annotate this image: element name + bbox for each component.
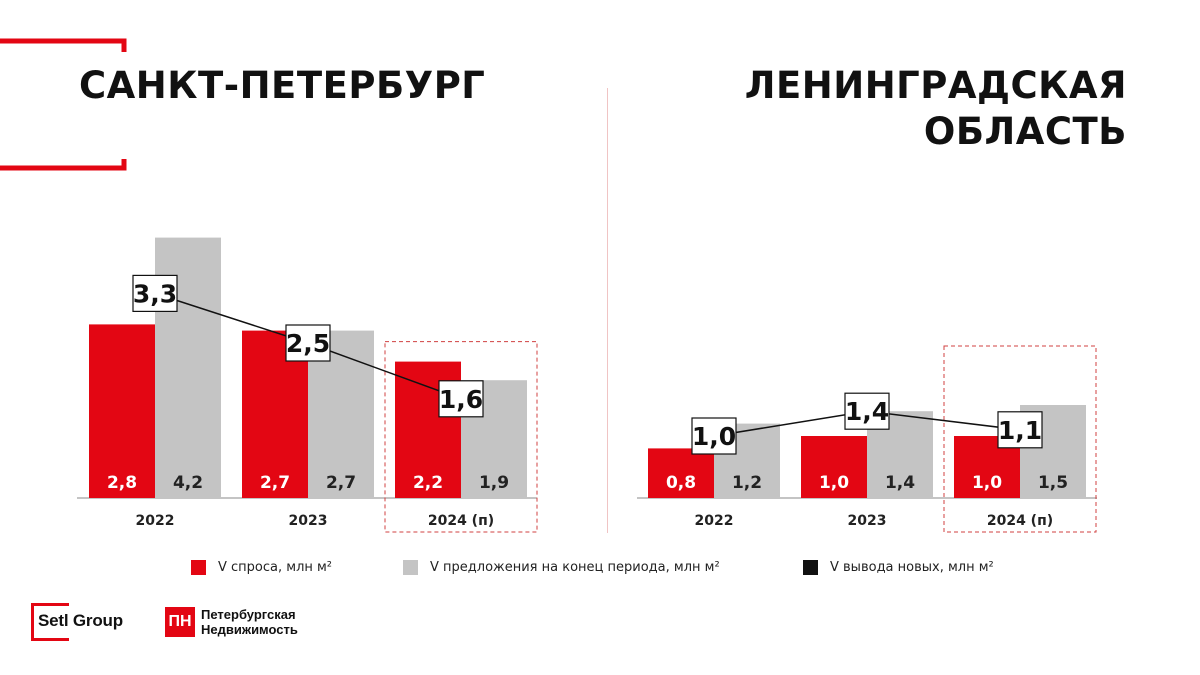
pn-logo-line1: Петербургская — [201, 607, 296, 622]
chart-title-leningrad-oblast: ЛЕНИНГРАДСКАЯ ОБЛАСТЬ — [744, 64, 1127, 153]
line-point-label: 1,4 — [845, 397, 889, 426]
corner-bracket-decoration — [0, 38, 127, 171]
setl-group-logo: Setl Group — [31, 600, 127, 644]
x-tick-label: 2022 — [136, 513, 175, 529]
line-point-label: 3,3 — [133, 279, 177, 308]
bar-label-demand: 2,2 — [413, 473, 443, 493]
bar-label-supply: 1,4 — [885, 473, 915, 493]
line-point-label: 1,1 — [998, 416, 1042, 445]
line-point-box — [997, 411, 1043, 449]
bar-label-supply: 1,9 — [479, 473, 509, 493]
line-point-box — [438, 380, 484, 418]
pn-logo: ПН Петербургская Недвижимость — [165, 607, 298, 637]
bar-label-demand: 1,0 — [819, 473, 849, 493]
forecast-highlight-box — [943, 345, 1097, 533]
setl-logo-text: Setl Group — [38, 611, 123, 630]
line-point-box — [285, 324, 331, 362]
bar-demand-2023 — [801, 436, 867, 498]
bar-label-supply: 4,2 — [173, 473, 203, 493]
bar-label-demand: 1,0 — [972, 473, 1002, 493]
line-point-box — [691, 417, 737, 455]
x-tick-label: 2024 (п) — [987, 513, 1053, 529]
line-point-label: 1,0 — [692, 422, 736, 451]
pn-logo-words: Петербургская Недвижимость — [201, 607, 298, 637]
legend-label-supply: V предложения на конец периода, млн м² — [430, 560, 720, 575]
legend-swatch-supply — [403, 560, 418, 575]
bar-label-supply: 2,7 — [326, 473, 356, 493]
bar-label-demand: 2,7 — [260, 473, 290, 493]
line-point-box — [132, 274, 178, 312]
forecast-highlight-box — [384, 341, 538, 533]
x-tick-label: 2022 — [695, 513, 734, 529]
x-tick-label: 2023 — [848, 513, 887, 529]
line-point-label: 1,6 — [439, 385, 483, 414]
x-tick-label: 2023 — [289, 513, 328, 529]
bar-label-demand: 2,8 — [107, 473, 137, 493]
bar-demand-2022 — [648, 448, 714, 498]
x-tick-label: 2024 (п) — [428, 513, 494, 529]
legend-label-new-output: V вывода новых, млн м² — [830, 560, 994, 575]
bar-label-supply: 1,2 — [732, 473, 762, 493]
setl-logo-frame — [31, 603, 69, 641]
legend-swatch-demand — [191, 560, 206, 575]
legend-swatch-new-output — [803, 560, 818, 575]
pn-logo-line2: Недвижимость — [201, 622, 298, 637]
line-point-box — [844, 392, 890, 430]
legend-item-supply: V предложения на конец периода, млн м² — [403, 560, 720, 575]
line-point-label: 2,5 — [286, 329, 330, 358]
legend-item-demand: V спроса, млн м² — [191, 560, 332, 575]
legend-item-new-output: V вывода новых, млн м² — [803, 560, 994, 575]
bar-label-demand: 0,8 — [666, 473, 696, 493]
chart-title-saint-petersburg: САНКТ-ПЕТЕРБУРГ — [79, 64, 486, 107]
bar-label-supply: 1,5 — [1038, 473, 1068, 493]
pn-logo-mark: ПН — [165, 607, 195, 637]
panel-divider — [607, 88, 608, 533]
legend-label-demand: V спроса, млн м² — [218, 560, 333, 575]
bar-demand-2022 — [89, 324, 155, 498]
